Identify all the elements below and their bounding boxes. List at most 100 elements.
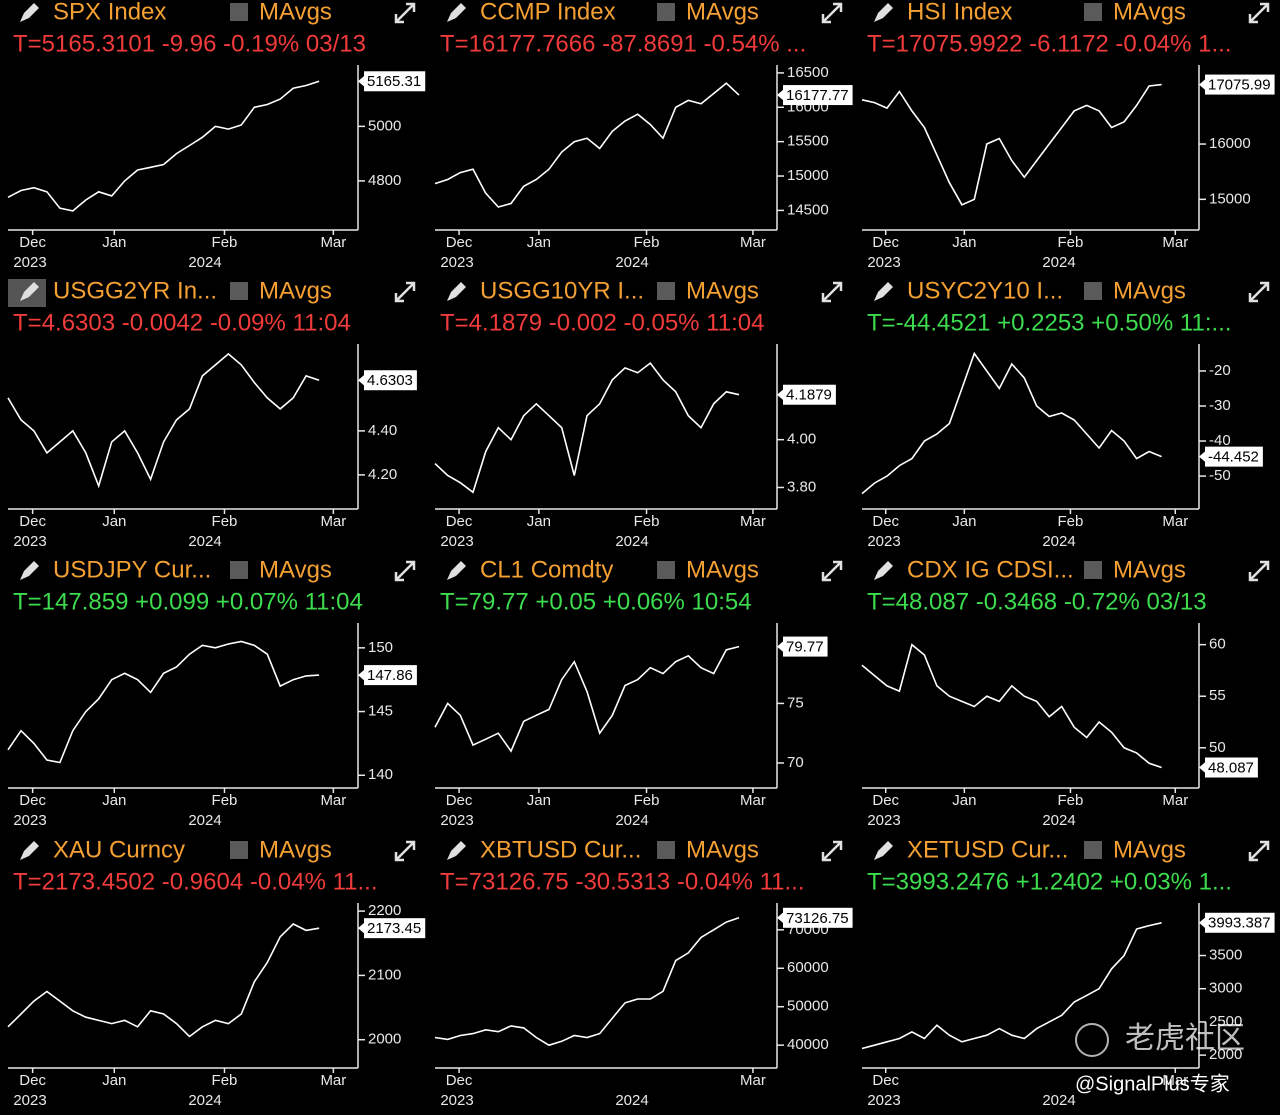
expand-icon[interactable] bbox=[821, 560, 843, 582]
year-label: 2023 bbox=[867, 1092, 900, 1109]
x-tick-label: Dec bbox=[872, 234, 899, 251]
x-tick-label: Dec bbox=[446, 234, 473, 251]
chart-title: CL1 Comdty bbox=[480, 556, 613, 583]
mavgs-checkbox[interactable] bbox=[230, 282, 248, 300]
last-value-label: 5165.31 bbox=[367, 73, 421, 90]
x-tick-label: Feb bbox=[634, 513, 660, 530]
last-value-box bbox=[783, 384, 836, 405]
price-line bbox=[434, 645, 740, 753]
y-tick-label: 15500 bbox=[787, 133, 829, 150]
y-tick-label: 145 bbox=[368, 703, 393, 720]
y-tick-label: 16000 bbox=[1209, 135, 1251, 152]
x-tick-label: Mar bbox=[320, 513, 346, 530]
y-tick-label: 140 bbox=[368, 766, 393, 783]
year-label: 2024 bbox=[615, 1092, 648, 1109]
chart-panel: XBTUSD Cur... MAvgs T=73126.75 -30.5313 -0… bbox=[434, 836, 853, 1109]
chart-title: XBTUSD Cur... bbox=[480, 836, 641, 863]
x-tick-label: Dec bbox=[872, 1072, 899, 1089]
expand-icon[interactable] bbox=[1248, 281, 1270, 303]
y-tick-label: 2500 bbox=[1209, 1013, 1242, 1030]
expand-icon[interactable] bbox=[821, 281, 843, 303]
x-tick-label: Feb bbox=[634, 792, 660, 809]
x-tick-label: Feb bbox=[1058, 234, 1084, 251]
edit-icon bbox=[447, 282, 466, 301]
chart-title: CDX IG CDSI... bbox=[907, 556, 1074, 583]
mavgs-checkbox[interactable] bbox=[657, 841, 675, 859]
expand-icon[interactable] bbox=[1248, 840, 1270, 862]
quote: T=4.1879 -0.002 -0.05% 11:04 bbox=[440, 309, 764, 336]
y-tick-label: 15000 bbox=[787, 167, 829, 184]
x-tick-label: Feb bbox=[212, 792, 238, 809]
expand-icon[interactable] bbox=[394, 560, 416, 582]
y-tick-label: 16500 bbox=[787, 64, 829, 81]
y-tick-label: 4.40 bbox=[368, 422, 397, 439]
last-value-pointer bbox=[1199, 450, 1206, 463]
quote: T=73126.75 -30.5313 -0.04% 11... bbox=[440, 868, 805, 895]
mavgs-checkbox[interactable] bbox=[230, 561, 248, 579]
last-value-label: 16177.77 bbox=[786, 87, 849, 104]
x-tick-label: Feb bbox=[634, 234, 660, 251]
y-tick-label: 4800 bbox=[368, 172, 401, 189]
last-value-box bbox=[783, 85, 853, 106]
edit-icon bbox=[447, 3, 466, 22]
mavgs-checkbox[interactable] bbox=[1084, 841, 1102, 859]
edit-icon bbox=[20, 3, 39, 22]
y-tick-label: 2000 bbox=[1209, 1046, 1242, 1063]
x-tick-label: Dec bbox=[19, 513, 46, 530]
x-tick-label: Dec bbox=[872, 513, 899, 530]
x-tick-label: Jan bbox=[102, 234, 126, 251]
chart-title: XAU Curncy bbox=[53, 836, 185, 863]
last-value-box bbox=[364, 918, 426, 939]
expand-icon[interactable] bbox=[821, 840, 843, 862]
x-tick-label: Mar bbox=[1162, 234, 1188, 251]
year-label: 2024 bbox=[188, 533, 221, 550]
price-line bbox=[434, 361, 740, 494]
year-label: 2023 bbox=[13, 254, 46, 271]
last-value-box bbox=[783, 907, 853, 928]
y-tick-label: 4.00 bbox=[787, 431, 816, 448]
last-value-pointer bbox=[358, 922, 365, 935]
x-tick-label: Dec bbox=[872, 792, 899, 809]
y-tick-label: 14500 bbox=[787, 201, 829, 218]
quote: T=3993.2476 +1.2402 +0.03% 1... bbox=[867, 868, 1232, 895]
x-tick-label: Dec bbox=[19, 234, 46, 251]
quote: T=4.6303 -0.0042 -0.09% 11:04 bbox=[13, 309, 351, 336]
price-line bbox=[7, 80, 320, 212]
mavgs-checkbox[interactable] bbox=[657, 3, 675, 21]
chart-panel: CDX IG CDSI... MAvgs T=48.087 -0.3468 -0.7… bbox=[861, 556, 1270, 829]
expand-icon[interactable] bbox=[394, 2, 416, 24]
year-label: 2024 bbox=[615, 812, 648, 829]
last-value-pointer bbox=[1199, 916, 1206, 929]
y-tick-label: 75 bbox=[787, 694, 804, 711]
price-line bbox=[434, 917, 740, 1047]
mavgs-checkbox[interactable] bbox=[1084, 282, 1102, 300]
expand-icon[interactable] bbox=[1248, 2, 1270, 24]
last-value-box bbox=[364, 71, 426, 92]
x-tick-label: Feb bbox=[212, 234, 238, 251]
mavgs-checkbox[interactable] bbox=[230, 3, 248, 21]
mavgs-checkbox[interactable] bbox=[1084, 561, 1102, 579]
mavgs-checkbox[interactable] bbox=[1084, 3, 1102, 21]
edit-icon bbox=[20, 561, 39, 580]
mavgs-checkbox[interactable] bbox=[657, 282, 675, 300]
last-value-label: 4.1879 bbox=[786, 387, 832, 404]
expand-icon[interactable] bbox=[821, 2, 843, 24]
y-tick-label: 3500 bbox=[1209, 946, 1242, 963]
mavgs-checkbox[interactable] bbox=[230, 841, 248, 859]
mavgs-checkbox[interactable] bbox=[657, 561, 675, 579]
expand-icon[interactable] bbox=[1248, 560, 1270, 582]
year-label: 2024 bbox=[1042, 254, 1075, 271]
mavgs-label: MAvgs bbox=[1113, 0, 1186, 25]
last-value-label: 73126.75 bbox=[786, 910, 849, 927]
expand-icon[interactable] bbox=[394, 281, 416, 303]
last-value-label: 4.6303 bbox=[367, 372, 413, 389]
price-line bbox=[861, 83, 1162, 206]
x-tick-label: Mar bbox=[1162, 792, 1188, 809]
y-tick-label: -40 bbox=[1209, 432, 1231, 449]
expand-icon[interactable] bbox=[394, 840, 416, 862]
chart-panel: XAU Curncy MAvgs T=2173.4502 -0.9604 -0.04… bbox=[7, 836, 426, 1109]
last-value-label: 3993.387 bbox=[1208, 915, 1271, 932]
y-tick-label: 2200 bbox=[368, 902, 401, 919]
